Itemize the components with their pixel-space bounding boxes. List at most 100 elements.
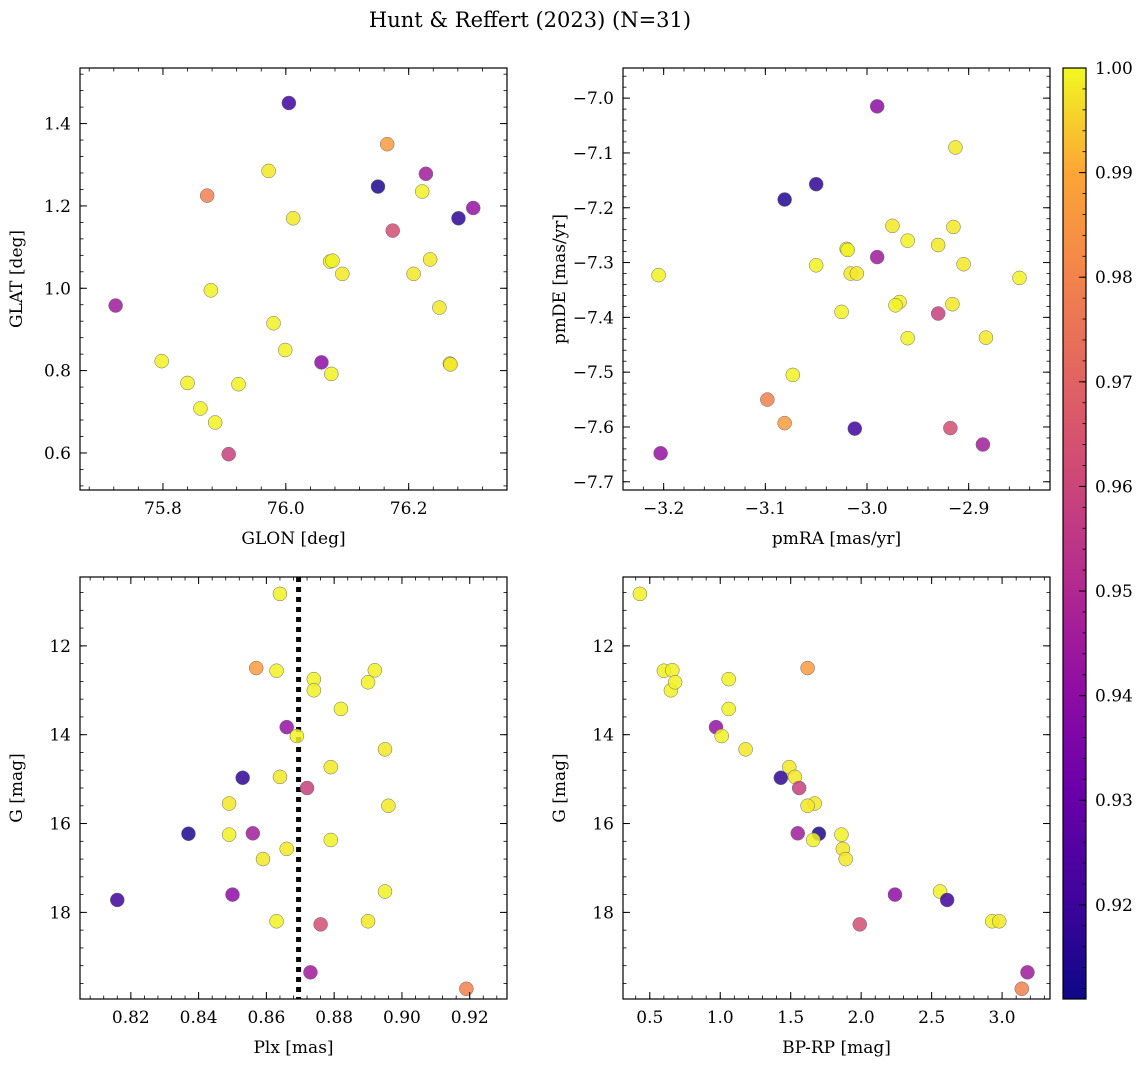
x-tick-label: 3.0 bbox=[989, 1008, 1016, 1028]
scatter-point bbox=[790, 826, 805, 841]
scatter-point bbox=[324, 366, 339, 382]
scatter-point bbox=[377, 742, 393, 757]
ticks: 0.82 0.84 0.86 0.88 0.90 0.92 12 14 16 18 bbox=[49, 577, 507, 1028]
x-tick-label: 0.82 bbox=[112, 1008, 150, 1028]
scatter-point bbox=[840, 242, 855, 258]
scatter-point bbox=[269, 663, 284, 678]
colorbar: 0.92 0.93 0.94 0.95 0.96 0.97 0.98 0.99 1.00 bbox=[1062, 59, 1133, 1000]
x-axis-label: GLON [deg] bbox=[241, 529, 345, 549]
x-tick-label: −3.1 bbox=[745, 499, 786, 519]
y-tick-label: −7.7 bbox=[573, 473, 614, 493]
scatter-point bbox=[110, 892, 125, 908]
scatter-point bbox=[181, 826, 196, 841]
colorbar-tick-label: 0.98 bbox=[1095, 268, 1133, 288]
scatter-point bbox=[245, 826, 261, 841]
figure-title: Hunt & Reffert (2023) (N=31) bbox=[369, 8, 691, 32]
scatter-point bbox=[946, 219, 961, 235]
scatter-point bbox=[314, 355, 329, 370]
axes-frame bbox=[622, 576, 1051, 1000]
scatter-point bbox=[887, 887, 903, 902]
x-axis-label: Plx [mas] bbox=[253, 1038, 333, 1058]
scatter-point bbox=[303, 965, 318, 980]
x-axis-label: BP-RP [mag] bbox=[782, 1038, 891, 1058]
scatter-point bbox=[978, 330, 994, 345]
y-axis-label: G [mag] bbox=[550, 753, 570, 822]
scatter-point bbox=[299, 780, 315, 796]
scatter-point bbox=[930, 237, 946, 253]
points bbox=[108, 95, 481, 462]
scatter-point bbox=[333, 701, 349, 717]
scatter-point bbox=[323, 759, 339, 775]
y-tick-label: 14 bbox=[592, 726, 614, 746]
scatter-point bbox=[313, 917, 328, 932]
scatter-point bbox=[760, 392, 775, 407]
x-axis-label: pmRA [mas/yr] bbox=[772, 529, 901, 549]
scatter-point bbox=[180, 375, 195, 391]
scatter-point bbox=[279, 841, 294, 857]
scatter-point bbox=[266, 316, 281, 331]
scatter-point bbox=[459, 981, 474, 997]
scatter-point bbox=[272, 586, 288, 602]
axes-frame bbox=[79, 576, 508, 1000]
scatter-point bbox=[231, 376, 246, 392]
scatter-point bbox=[289, 728, 305, 744]
scatter-point bbox=[360, 914, 376, 929]
scatter-point bbox=[791, 780, 807, 796]
colorbar-tick-label: 0.97 bbox=[1095, 373, 1133, 393]
scatter-point bbox=[269, 914, 284, 929]
scatter-point bbox=[277, 342, 293, 358]
scatter-point bbox=[385, 223, 400, 238]
scatter-point bbox=[370, 179, 386, 194]
axes-frame bbox=[79, 67, 508, 491]
panel-glon-glat: 75.8 76.0 76.2 0.6 0.8 1.0 1.2 1.4 GLON [deg] GLA… bbox=[7, 67, 508, 549]
scatter-point bbox=[930, 306, 946, 321]
scatter-point bbox=[773, 770, 789, 786]
scatter-point bbox=[154, 353, 169, 369]
y-tick-label: 1.2 bbox=[44, 197, 71, 217]
scatter-point bbox=[1020, 965, 1035, 980]
scatter-point bbox=[777, 415, 792, 431]
y-tick-label: −7.4 bbox=[573, 308, 614, 328]
scatter-point bbox=[285, 211, 301, 226]
colorbar-tick-label: 0.99 bbox=[1095, 164, 1133, 184]
scatter-point bbox=[193, 401, 208, 416]
scatter-point bbox=[367, 663, 383, 678]
scatter-point bbox=[939, 892, 955, 908]
y-tick-label: −7.6 bbox=[573, 418, 614, 438]
scatter-point bbox=[207, 415, 223, 430]
x-tick-label: −2.9 bbox=[948, 499, 989, 519]
scatter-point bbox=[943, 420, 958, 436]
scatter-point bbox=[335, 266, 350, 282]
scatter-point bbox=[900, 233, 915, 248]
y-axis-label: GLAT [deg] bbox=[7, 230, 27, 328]
scatter-point bbox=[632, 586, 648, 602]
x-tick-label: 0.88 bbox=[315, 1008, 353, 1028]
scatter-point bbox=[306, 683, 322, 698]
points bbox=[651, 99, 1027, 461]
scatter-point bbox=[272, 769, 288, 785]
scatter-point bbox=[838, 851, 853, 867]
points bbox=[632, 586, 1035, 997]
scatter-point bbox=[451, 211, 466, 226]
scatter-point bbox=[869, 99, 885, 114]
scatter-point bbox=[1014, 981, 1030, 997]
scatter-point bbox=[377, 884, 393, 899]
x-tick-label: 75.8 bbox=[144, 499, 182, 519]
scatter-point bbox=[800, 798, 815, 814]
scatter-point bbox=[432, 300, 447, 315]
scatter-point bbox=[261, 163, 276, 179]
scatter-point bbox=[956, 256, 971, 272]
ticks: 0.5 1.0 1.5 2.0 2.5 3.0 12 14 16 18 bbox=[592, 577, 1050, 1028]
scatter-point bbox=[800, 660, 815, 676]
points bbox=[110, 577, 474, 999]
scatter-point bbox=[665, 663, 680, 678]
scatter-point bbox=[852, 917, 867, 932]
x-tick-label: 0.84 bbox=[180, 1008, 218, 1028]
scatter-point bbox=[406, 266, 421, 282]
scatter-point bbox=[808, 176, 824, 192]
scatter-point bbox=[422, 252, 438, 267]
y-tick-label: 18 bbox=[592, 903, 614, 923]
scatter-point bbox=[235, 770, 250, 786]
scatter-point bbox=[381, 798, 396, 814]
